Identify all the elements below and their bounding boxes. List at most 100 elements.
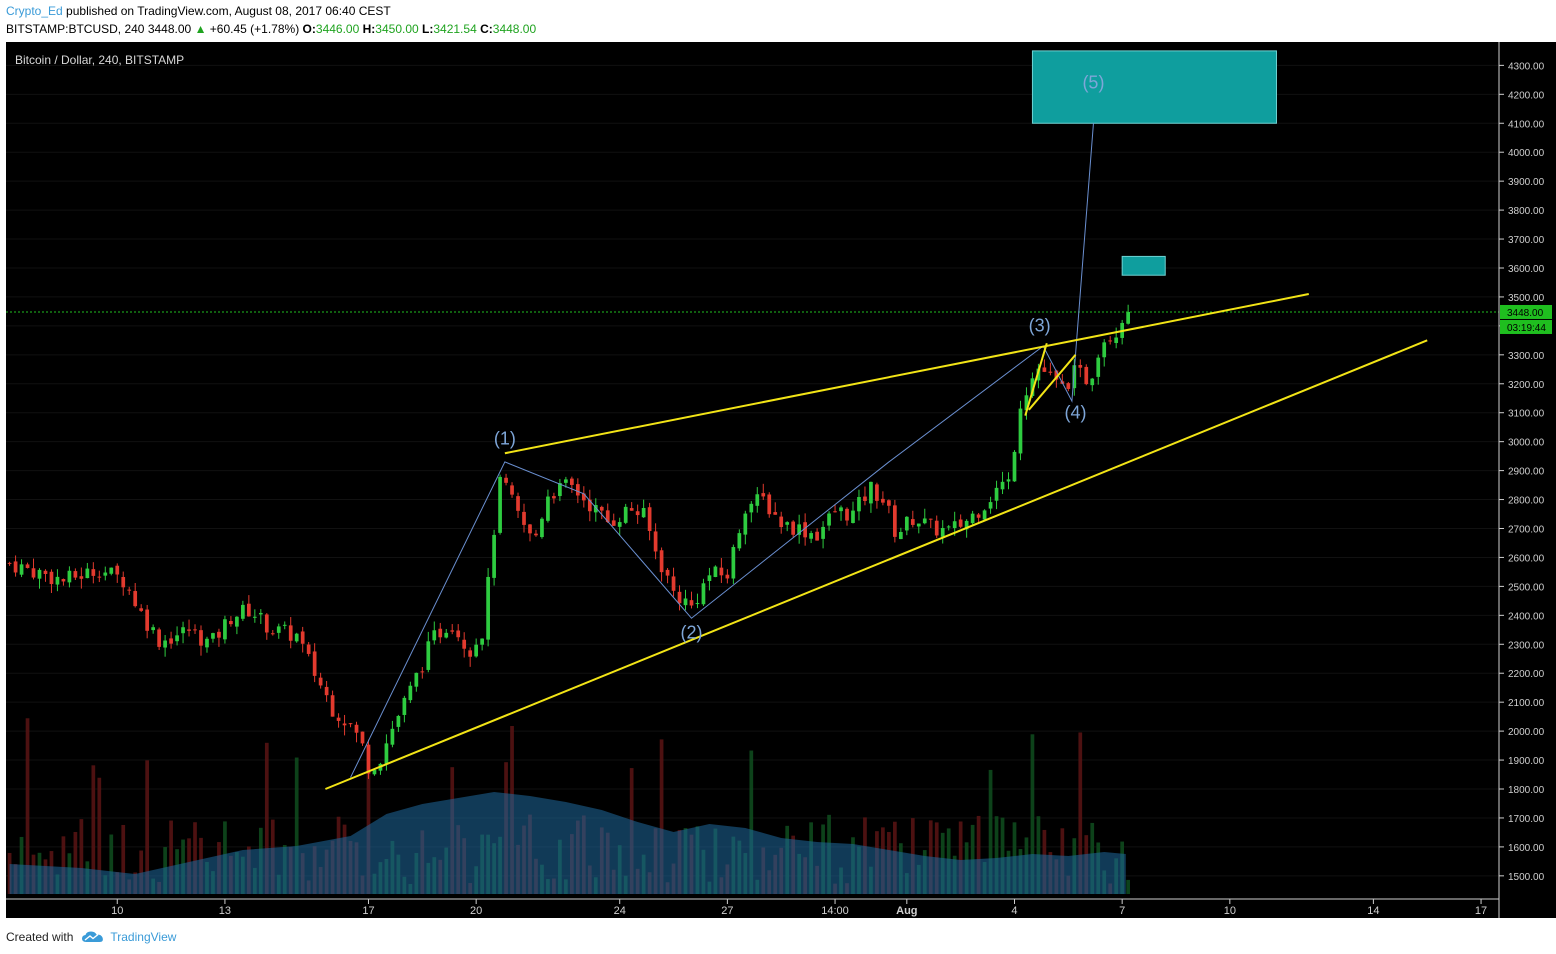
candle-body [288,625,293,641]
candle-body [731,547,736,579]
candle-body [175,635,179,642]
tradingview-link[interactable]: TradingView [81,930,176,944]
candle-body [761,493,766,497]
candles-layer [7,304,1130,779]
candle-body [121,577,126,588]
candle-body [928,518,933,520]
candle-body [797,524,802,535]
candle-body [1084,366,1089,385]
volume-bar [264,742,269,894]
y-tick-label: 3900.00 [1508,177,1545,188]
volume-bar [79,819,84,894]
candle-body [336,717,341,721]
candle-body [564,479,568,483]
close-label: C: [480,22,493,36]
candle-body [1042,367,1047,372]
candle-body [534,533,538,536]
volume-bar [976,815,981,894]
footer: Created with TradingView [6,928,176,946]
volume-ma-area [9,792,1126,894]
candle-body [223,619,227,640]
candle-body [659,550,664,573]
candle-body [61,579,66,582]
volume-bar [109,834,114,894]
candle-body [408,685,413,701]
candle-body [528,524,532,534]
candle-body [127,589,132,591]
y-tick-label: 2600.00 [1508,553,1545,564]
y-tick-label: 2700.00 [1508,524,1545,535]
candle-body [683,598,688,606]
chart-area[interactable]: (1) (2) (3) (4) (5) 1500.00 1600.00 1700.00 180… [6,42,1556,918]
low-value: 3421.54 [433,22,477,36]
brand-name: TradingView [110,930,177,944]
y-tick-label: 4300.00 [1508,61,1545,72]
publish-info: Crypto_Ed published on TradingView.com, … [6,4,391,20]
candle-body [97,576,102,578]
y-tick-label: 1500.00 [1508,872,1545,883]
candle-body [934,520,939,536]
price-chart[interactable]: (1) (2) (3) (4) (5) 1500.00 1600.00 1700.00 180… [6,42,1556,918]
candle-body [875,484,879,501]
candle-body [1018,408,1023,454]
candle-body [426,641,431,670]
y-tick-label: 4100.00 [1508,119,1545,130]
candle-body [252,616,257,618]
candle-body [725,574,730,579]
candle-body [946,526,951,528]
last-price-tag [1500,304,1552,319]
wave-label: (1) [494,429,516,449]
x-tick-label: 17 [1475,905,1487,917]
y-tick-label: 3600.00 [1508,264,1545,275]
candle-body [546,496,550,521]
author-link[interactable]: Crypto_Ed [6,4,63,18]
volume-bar [1126,879,1130,894]
candle-body [635,511,640,516]
candle-body [139,608,144,611]
candle-body [133,591,138,607]
candle-body [1096,357,1101,377]
candle-body [486,576,490,640]
candle-body [940,527,945,537]
candle-body [1006,479,1011,482]
x-tick-label: 24 [614,905,626,917]
candle-body [558,483,562,497]
candle-body [970,513,975,524]
candle-body [647,507,652,531]
open-label: O: [302,22,316,36]
candle-body [1024,395,1029,411]
candle-body [641,507,646,518]
candle-body [701,583,706,605]
candle-body [1012,451,1017,482]
candle-body [1126,311,1130,324]
candle-body [737,533,742,549]
candle-body [456,630,461,638]
candle-body [617,522,622,527]
chart-title: Bitcoin / Dollar, 240, BITSTAMP [15,53,184,67]
candle-body [31,568,36,578]
candle-body [749,503,754,513]
candle-body [522,511,526,525]
candle-body [1066,383,1071,389]
candle-body [342,723,347,726]
candle-body [235,616,239,627]
candle-body [354,724,359,733]
candle-body [910,519,915,525]
wave-label: (5) [1082,73,1104,93]
candle-body [827,513,831,526]
candle-body [611,520,616,526]
candle-body [994,487,999,501]
tradingview-cloud-icon [82,931,104,942]
x-tick-label: 20 [470,905,482,917]
low-label: L: [422,22,434,36]
high-value: 3450.00 [375,22,419,36]
y-tick-label: 2300.00 [1508,640,1545,651]
elliott-wave-path [350,123,1094,778]
candle-body [366,744,371,774]
candle-body [755,494,760,506]
published-text: published on TradingView.com, August 08,… [66,4,391,18]
candle-body [169,638,173,644]
candle-body [976,514,981,518]
trendline-flag-left [1024,342,1048,416]
candle-body [432,630,437,641]
